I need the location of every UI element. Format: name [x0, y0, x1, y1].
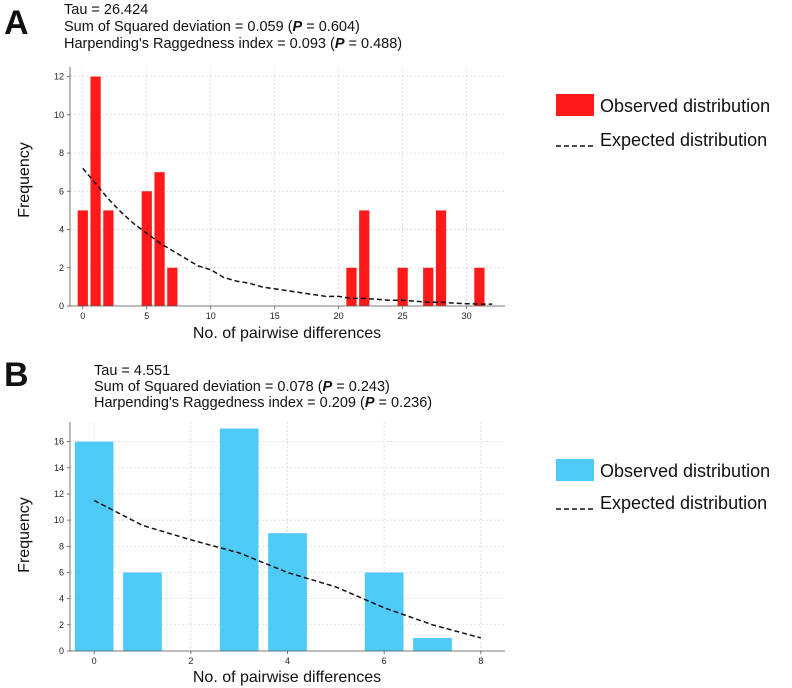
panel-b-y-tick-label: 8 [59, 541, 64, 551]
panel-a-x-tick-label: 10 [206, 311, 216, 321]
panel-a-y-tick-label: 2 [59, 263, 64, 273]
panel-a-x-tick-label: 20 [334, 311, 344, 321]
panel-a-bar [423, 267, 434, 306]
panel-a-letter: A [4, 4, 29, 42]
panel-a-x-tick-label: 30 [462, 311, 472, 321]
panel-b-y-tick-label: 16 [54, 437, 64, 447]
panel-a-x-tick-label: 0 [80, 311, 85, 321]
panel-a-bar [435, 210, 447, 306]
panel-a-x-tick-label: 5 [144, 311, 149, 321]
panel-b-legend: Observed distribution Expected distribut… [556, 459, 770, 513]
panel-b-bar [74, 441, 114, 651]
panel-a-ssd: Sum of Squared deviation = 0.059 (P = 0.… [64, 19, 360, 35]
panel-a-bar [90, 76, 101, 306]
panel-b-expected-line [93, 499, 481, 639]
panel-a-expected-line [82, 167, 493, 305]
panel-a: A Tau = 26.424 Sum of Squared deviation … [4, 2, 770, 342]
panel-a-y-axis-label: Frequency [16, 142, 33, 218]
panel-a-x-axis-label: No. of pairwise differences [193, 325, 381, 342]
panel-a-bar [359, 210, 370, 306]
panel-b-x-tick-label: 0 [92, 656, 97, 666]
panel-b-y-tick-label: 2 [59, 620, 64, 630]
panel-b-x-tick-label: 4 [285, 656, 290, 666]
panel-a-legend-expected-label: Expected distribution [600, 130, 767, 150]
panel-a-bar [141, 191, 152, 306]
panel-a-y-tick-label: 6 [59, 186, 64, 196]
panel-a-plot-area: 0 5 10 15 20 25 30 0 2 4 6 8 10 12 [54, 67, 505, 321]
panel-a-y-tick-label: 4 [59, 225, 64, 235]
panel-b-plot-area: 0 2 4 6 8 0 2 4 6 8 10 12 14 16 [54, 422, 505, 666]
panel-a-bar [474, 267, 485, 306]
panel-b-bar [413, 637, 452, 651]
panel-a-y-tick-label: 10 [54, 110, 64, 120]
panel-a-x-tick-label: 25 [398, 311, 408, 321]
panel-a-legend-observed-swatch [556, 94, 594, 116]
panel-b-y-axis-label: Frequency [16, 497, 33, 573]
panel-b-legend-expected-label: Expected distribution [600, 493, 767, 513]
panel-b-tau: Tau = 4.551 [94, 363, 170, 379]
panel-b-y-tick-label: 12 [54, 489, 64, 499]
panel-a-bar [397, 267, 408, 306]
panel-b: B Tau = 4.551 Sum of Squared deviation =… [4, 356, 770, 686]
panel-b-x-tick-label: 6 [382, 656, 387, 666]
panel-b-y-tick-label: 14 [54, 463, 64, 473]
panel-b-bar [364, 572, 404, 651]
panel-b-y-tick-label: 4 [59, 594, 64, 604]
panel-a-legend-observed-label: Observed distribution [600, 96, 770, 116]
panel-a-raggedness: Harpending's Raggedness index = 0.093 (P… [64, 36, 402, 52]
panel-b-raggedness: Harpending's Raggedness index = 0.209 (P… [94, 395, 432, 411]
panel-a-y-tick-label: 0 [59, 301, 64, 311]
panel-b-x-tick-label: 2 [188, 656, 193, 666]
panel-b-ssd: Sum of Squared deviation = 0.078 (P = 0.… [94, 379, 390, 395]
panel-b-bar [268, 533, 307, 651]
panel-a-x-tick-label: 15 [270, 311, 280, 321]
panel-b-x-tick-label: 8 [478, 656, 483, 666]
panel-b-y-tick-label: 10 [54, 515, 64, 525]
panel-b-x-axis-label: No. of pairwise differences [193, 669, 381, 686]
panel-a-tau: Tau = 26.424 [64, 2, 148, 18]
panel-b-y-tick-label: 0 [59, 646, 64, 656]
panel-b-y-tick-label: 6 [59, 567, 64, 577]
panel-b-legend-observed-label: Observed distribution [600, 461, 770, 481]
panel-b-legend-observed-swatch [556, 459, 594, 481]
panel-a-y-tick-label: 8 [59, 148, 64, 158]
panel-b-letter: B [4, 356, 29, 394]
panel-a-bar [103, 210, 114, 306]
panel-a-bar [346, 267, 357, 306]
panel-b-bar [219, 428, 259, 651]
panel-a-bar [77, 210, 88, 306]
panel-a-bar [154, 172, 165, 306]
panel-a-legend: Observed distribution Expected distribut… [556, 94, 770, 150]
panel-b-bar [123, 572, 162, 651]
panel-a-y-tick-label: 12 [54, 72, 64, 82]
panel-a-bar [167, 267, 178, 306]
